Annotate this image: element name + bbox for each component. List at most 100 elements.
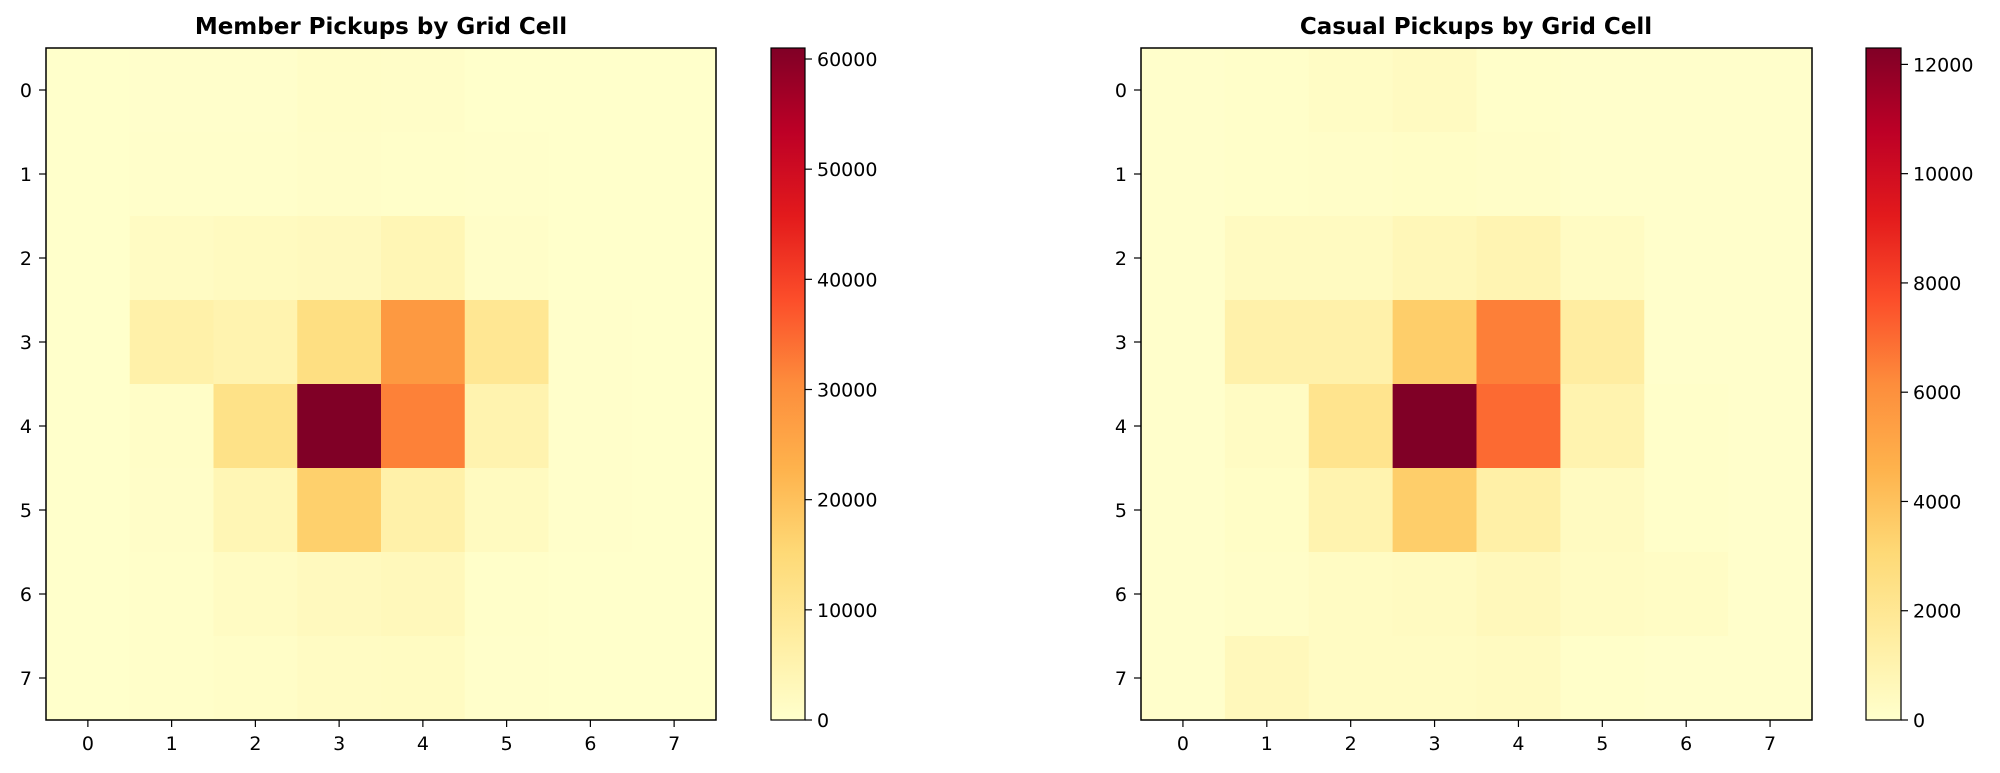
member-cell-r3-c0 bbox=[46, 300, 131, 385]
casual-cell-r7-c3 bbox=[1392, 636, 1478, 721]
member-cell-r0-c5 bbox=[464, 48, 550, 133]
casual-cell-r1-c5 bbox=[1560, 132, 1645, 217]
member-cell-r5-c2 bbox=[213, 468, 298, 553]
member-cell-r5-c0 bbox=[46, 468, 131, 553]
member-chart-title: Member Pickups by Grid Cell bbox=[195, 14, 567, 40]
member-cell-r1-c3 bbox=[297, 132, 382, 217]
casual-cell-r0-c5 bbox=[1560, 48, 1645, 133]
casual-cell-r2-c2 bbox=[1308, 216, 1394, 301]
casual-cell-r3-c5 bbox=[1560, 300, 1645, 385]
casual-cell-r7-c6 bbox=[1644, 636, 1729, 721]
member-cell-r6-c6 bbox=[548, 552, 633, 637]
casual-cell-r3-c7 bbox=[1728, 300, 1813, 385]
member-y-tick-label: 7 bbox=[20, 668, 32, 690]
casual-cell-r4-c3 bbox=[1392, 384, 1478, 469]
member-cell-r2-c1 bbox=[129, 216, 215, 301]
member-y-tick-label: 2 bbox=[20, 248, 32, 270]
casual-cell-r5-c6 bbox=[1644, 468, 1729, 553]
casual-cell-r3-c4 bbox=[1476, 300, 1561, 385]
member-cell-r3-c7 bbox=[632, 300, 717, 385]
casual-y-tick-label: 7 bbox=[1115, 668, 1127, 690]
casual-cell-r6-c0 bbox=[1141, 552, 1226, 637]
member-cell-r3-c3 bbox=[297, 300, 382, 385]
member-cell-r0-c4 bbox=[381, 48, 466, 133]
casual-cell-r2-c6 bbox=[1644, 216, 1729, 301]
member-x-tick-label: 4 bbox=[417, 733, 429, 755]
casual-cell-r2-c7 bbox=[1728, 216, 1813, 301]
member-cell-r1-c5 bbox=[464, 132, 550, 217]
member-cell-r2-c5 bbox=[464, 216, 550, 301]
casual-cell-r0-c2 bbox=[1308, 48, 1394, 133]
member-y-ticks: 0 1 2 3 4 5 6 7 bbox=[20, 80, 46, 690]
casual-cell-r5-c7 bbox=[1728, 468, 1813, 553]
casual-cell-r0-c7 bbox=[1728, 48, 1813, 133]
casual-x-tick-label: 6 bbox=[1680, 733, 1692, 755]
casual-y-tick-label: 0 bbox=[1115, 80, 1127, 102]
member-cell-r2-c3 bbox=[297, 216, 382, 301]
member-colorbar-ticks: 0 10000 20000 30000 40000 50000 60000 bbox=[805, 49, 877, 732]
casual-cell-r5-c2 bbox=[1308, 468, 1394, 553]
member-x-tick-label: 5 bbox=[501, 733, 513, 755]
member-cell-r6-c4 bbox=[381, 552, 466, 637]
member-cell-r5-c6 bbox=[548, 468, 633, 553]
member-colorbar-tick-label: 10000 bbox=[817, 600, 877, 622]
casual-colorbar-tick-label: 12000 bbox=[1913, 54, 1973, 76]
casual-cell-r6-c6 bbox=[1644, 552, 1729, 637]
member-cell-r2-c6 bbox=[548, 216, 633, 301]
member-cell-r1-c6 bbox=[548, 132, 633, 217]
member-heatmap-frame bbox=[45, 47, 717, 721]
casual-cell-r5-c4 bbox=[1476, 468, 1561, 553]
casual-cell-r7-c2 bbox=[1308, 636, 1394, 721]
member-cell-r1-c1 bbox=[129, 132, 215, 217]
casual-cell-r7-c4 bbox=[1476, 636, 1561, 721]
member-x-tick-label: 3 bbox=[333, 733, 345, 755]
member-cell-r3-c1 bbox=[129, 300, 215, 385]
casual-cell-r7-c1 bbox=[1224, 636, 1310, 721]
casual-cell-r3-c1 bbox=[1224, 300, 1310, 385]
member-cell-r2-c2 bbox=[213, 216, 298, 301]
casual-y-tick-label: 1 bbox=[1115, 164, 1127, 186]
casual-x-ticks: 0 1 2 3 4 5 6 7 bbox=[1177, 720, 1776, 755]
member-y-tick-label: 5 bbox=[20, 500, 32, 522]
casual-cell-r3-c0 bbox=[1141, 300, 1226, 385]
casual-cell-r5-c1 bbox=[1224, 468, 1310, 553]
casual-cell-r6-c5 bbox=[1560, 552, 1645, 637]
member-x-ticks: 0 1 2 3 4 5 6 7 bbox=[82, 720, 680, 755]
casual-cell-r1-c7 bbox=[1728, 132, 1813, 217]
member-cell-r7-c7 bbox=[632, 636, 717, 721]
casual-y-ticks: 0 1 2 3 4 5 6 7 bbox=[1115, 80, 1141, 690]
casual-colorbar-tick-label: 4000 bbox=[1913, 491, 1961, 513]
casual-cell-r1-c3 bbox=[1392, 132, 1478, 217]
member-x-tick-label: 1 bbox=[166, 733, 178, 755]
member-cell-r1-c2 bbox=[213, 132, 298, 217]
member-cell-r0-c7 bbox=[632, 48, 717, 133]
casual-cell-r0-c3 bbox=[1392, 48, 1478, 133]
casual-cell-r3-c2 bbox=[1308, 300, 1394, 385]
casual-x-tick-label: 2 bbox=[1345, 733, 1357, 755]
casual-cell-r7-c5 bbox=[1560, 636, 1645, 721]
member-heatmap-panel: Member Pickups by Grid Cell 0 1 2 3 4 5 6 7 0 1 2… bbox=[20, 14, 878, 755]
casual-y-tick-label: 3 bbox=[1115, 332, 1127, 354]
casual-x-tick-label: 3 bbox=[1429, 733, 1441, 755]
member-cell-r5-c4 bbox=[381, 468, 466, 553]
casual-cell-r1-c0 bbox=[1141, 132, 1226, 217]
member-colorbar-tick-label: 0 bbox=[817, 710, 829, 732]
member-x-tick-label: 0 bbox=[82, 733, 94, 755]
member-cell-r5-c5 bbox=[464, 468, 550, 553]
casual-colorbar bbox=[1865, 47, 1902, 721]
member-colorbar bbox=[770, 47, 806, 721]
casual-cell-r5-c5 bbox=[1560, 468, 1645, 553]
member-cell-r5-c1 bbox=[129, 468, 215, 553]
member-x-tick-label: 6 bbox=[584, 733, 596, 755]
casual-cell-r5-c3 bbox=[1392, 468, 1478, 553]
member-cell-r7-c2 bbox=[213, 636, 298, 721]
member-cell-r6-c0 bbox=[46, 552, 131, 637]
member-cell-r1-c0 bbox=[46, 132, 131, 217]
member-cell-r0-c1 bbox=[129, 48, 215, 133]
casual-cell-r4-c4 bbox=[1476, 384, 1561, 469]
member-cell-r4-c7 bbox=[632, 384, 717, 469]
member-colorbar-tick-label: 50000 bbox=[817, 159, 877, 181]
casual-cell-r3-c3 bbox=[1392, 300, 1478, 385]
casual-cell-r7-c0 bbox=[1141, 636, 1226, 721]
member-y-tick-label: 3 bbox=[20, 332, 32, 354]
